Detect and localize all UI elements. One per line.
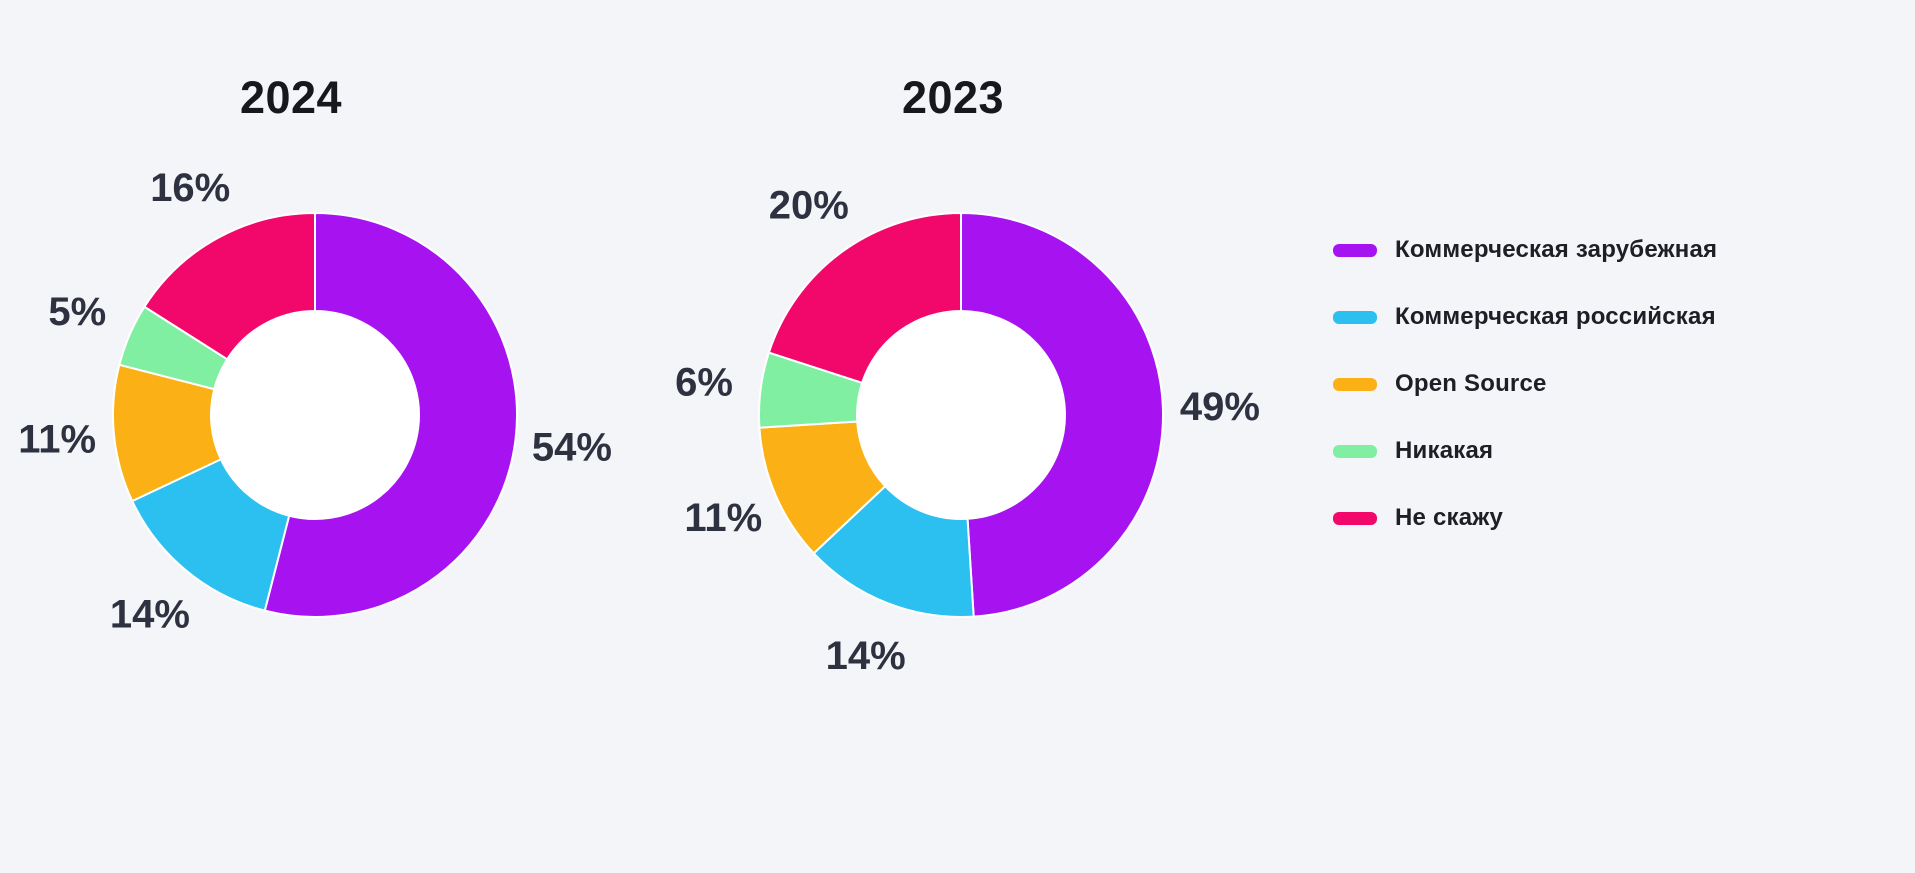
donut-slice bbox=[812, 484, 975, 618]
donut-slice bbox=[130, 457, 291, 612]
legend-swatch-wont-say bbox=[1333, 511, 1377, 525]
legend-item: Никакая bbox=[1333, 437, 1493, 465]
legend-label: Коммерческая зарубежная bbox=[1395, 236, 1718, 263]
slice-percentage-label: 6% bbox=[675, 361, 733, 405]
legend-item: Коммерческая зарубежная bbox=[1333, 236, 1717, 264]
legend-swatch-commercial-foreign bbox=[1333, 243, 1377, 257]
slice-percentage-label: 20% bbox=[769, 183, 849, 227]
donut-slice bbox=[960, 211, 1164, 618]
slice-percentage-label: 49% bbox=[1180, 385, 1260, 429]
donut-chart-2023: 49% 14% 11% 6% 20% bbox=[675, 183, 1260, 678]
slice-percentage-label: 16% bbox=[150, 166, 230, 210]
donut-slice bbox=[767, 211, 962, 385]
legend-label: Никакая bbox=[1395, 437, 1494, 464]
slice-percentage-label: 11% bbox=[684, 496, 762, 540]
slice-percentage-label: 54% bbox=[532, 425, 612, 469]
legend-item: Коммерческая российская bbox=[1333, 303, 1716, 331]
slice-percentage-label: 14% bbox=[110, 593, 190, 637]
chart-title-2023: 2023 bbox=[901, 72, 1005, 123]
donut-chart-2024: 54% 14% 11% 5% 16% bbox=[18, 166, 612, 637]
legend-swatch-open-source bbox=[1333, 377, 1377, 391]
chart-title-2024: 2024 bbox=[239, 72, 343, 123]
legend-label: Коммерческая российская bbox=[1395, 303, 1716, 330]
legend-item: Open Source bbox=[1333, 370, 1547, 398]
slice-percentage-label: 11% bbox=[18, 417, 96, 461]
legend-swatch-commercial-russian bbox=[1333, 310, 1377, 324]
donut-hole bbox=[857, 311, 1065, 519]
slice-percentage-label: 14% bbox=[826, 634, 906, 678]
donut-slice bbox=[263, 211, 518, 618]
legend-label: Не скажу bbox=[1395, 504, 1504, 531]
donut-slice bbox=[143, 211, 316, 361]
slice-percentage-label: 5% bbox=[48, 290, 106, 334]
legend-swatch-none bbox=[1333, 444, 1377, 458]
donut-hole bbox=[211, 311, 419, 519]
legend-label: Open Source bbox=[1395, 370, 1547, 397]
legend-item: Не скажу bbox=[1333, 504, 1503, 532]
